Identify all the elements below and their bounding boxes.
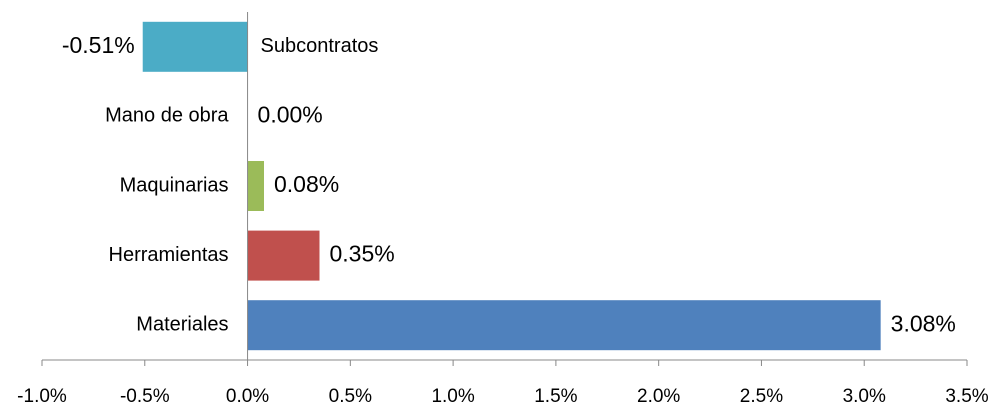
x-tick-label: -1.0% (17, 386, 67, 407)
value-label: -0.51% (62, 32, 135, 58)
x-tick-label: 0.5% (329, 386, 372, 407)
x-tick-label: 2.5% (740, 386, 783, 407)
x-tick-label: 1.0% (431, 386, 474, 407)
bar (247, 300, 881, 351)
category-label: Maquinarias (120, 174, 229, 196)
category-label: Subcontratos (261, 35, 379, 57)
x-tick-label: 2.0% (637, 386, 680, 407)
x-tick-label: -0.5% (120, 386, 170, 407)
x-tick-label: 1.5% (534, 386, 577, 407)
value-label: 0.35% (330, 241, 395, 267)
x-tick-label: 3.0% (843, 386, 886, 407)
value-label: 0.08% (274, 171, 339, 197)
x-tick-label: 0.0% (226, 386, 269, 407)
bar (142, 21, 248, 72)
category-label: Materiales (136, 313, 228, 335)
bar (247, 230, 320, 281)
category-label: Herramientas (109, 244, 229, 266)
value-label: 3.08% (891, 310, 956, 336)
x-tick-label: 3.5% (945, 386, 988, 407)
bar (247, 161, 264, 211)
value-label: 0.00% (258, 101, 323, 127)
category-label: Mano de obra (105, 105, 229, 127)
